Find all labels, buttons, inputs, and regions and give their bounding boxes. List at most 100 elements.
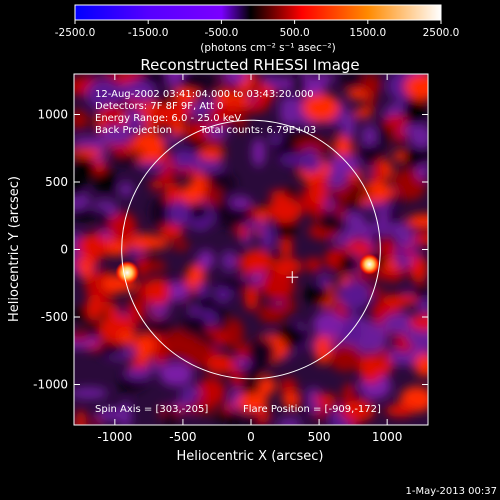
image-pixel-blob <box>206 354 236 374</box>
image-pixel-blob <box>353 108 373 118</box>
image-pixel-blob <box>302 93 340 122</box>
image-pixel-blob <box>74 109 89 130</box>
image-pixel-blob <box>79 257 93 280</box>
image-pixel-blob <box>318 273 331 289</box>
image-pixel-blob <box>258 407 270 424</box>
image-pixel-blob <box>155 102 192 123</box>
image-pixel-blob <box>203 137 226 147</box>
image-pixel-blob <box>77 233 110 260</box>
image-pixel-blob <box>145 278 171 306</box>
image-pixel-blob <box>170 121 185 137</box>
image-pixel-blob <box>170 88 201 101</box>
image-pixel-blob <box>318 211 340 227</box>
image-pixel-blob <box>198 148 225 160</box>
image-pixel-blob <box>74 137 105 147</box>
y-tick-label: -1000 <box>33 378 68 392</box>
image-pixel-blob <box>235 104 247 133</box>
annotation-time: 12-Aug-2002 03:41:04.000 to 03:43:20.000 <box>95 89 314 100</box>
x-axis-label: Heliocentric X (arcsec) <box>177 449 324 464</box>
bright-source <box>115 260 140 285</box>
image-pixel-blob <box>279 238 293 257</box>
image-pixel-blob <box>282 297 296 314</box>
image-pixel-blob <box>276 217 297 239</box>
image-pixel-blob <box>244 281 259 311</box>
image-pixel-blob <box>100 106 124 130</box>
image-pixel-blob <box>394 178 425 201</box>
image-pixel-blob <box>361 124 377 152</box>
image-pixel-blob <box>211 205 227 215</box>
image-pixel-blob <box>272 257 303 276</box>
image-pixel-blob <box>269 132 282 146</box>
image-pixel-blob <box>302 286 332 303</box>
image-pixel-blob <box>206 125 229 139</box>
image-pixel-blob <box>94 169 117 194</box>
y-tick-label: 0 <box>60 243 68 257</box>
x-tick-label: 0 <box>247 430 255 444</box>
image-pixel-blob <box>100 125 133 145</box>
image-pixel-blob <box>284 187 296 199</box>
spin-axis-cross <box>286 271 299 284</box>
image-pixel-blob <box>221 250 237 272</box>
image-pixel-blob <box>385 404 415 417</box>
y-tick-label: -500 <box>41 310 68 324</box>
image-pixel-blob <box>203 187 223 206</box>
image-pixel-blob <box>409 124 428 150</box>
image-pixel-blob <box>414 353 428 377</box>
annotation-energy: Energy Range: 6.0 - 25.0 keV <box>95 113 241 124</box>
image-pixel-blob <box>236 226 248 239</box>
image-pixel-blob <box>223 74 248 84</box>
x-axis: -1000 -500 0 500 1000 <box>97 74 402 444</box>
image-pixel-blob <box>383 114 408 130</box>
image-pixel-blob <box>403 146 428 168</box>
image-pixel-blob <box>241 249 273 273</box>
image-pixel-blob <box>74 387 108 399</box>
image-pixel-blob <box>278 154 313 165</box>
image-pixel-blob <box>158 154 176 185</box>
image-pixel-blob <box>108 211 137 244</box>
image-pixel-blob <box>278 325 307 348</box>
image-pixel-blob <box>406 214 428 228</box>
image-pixel-blob <box>339 253 359 274</box>
image-pixel-blob <box>338 280 372 311</box>
image-pixel-blob <box>197 249 215 270</box>
image-pixel-blob <box>146 260 166 272</box>
image-pixel-blob <box>362 202 396 212</box>
image-pixel-blob <box>153 348 168 365</box>
image-pixel-blob <box>280 377 297 394</box>
colorbar-gradient <box>74 4 442 21</box>
image-pixel-blob <box>252 138 265 167</box>
image-pixel-blob <box>350 320 362 344</box>
bright-source <box>358 253 381 275</box>
image-pixel-blob <box>404 74 428 101</box>
image-pixel-blob <box>196 377 226 407</box>
image-pixel-blob <box>74 209 96 221</box>
image-pixel-blob <box>182 386 197 406</box>
image-pixel-blob <box>370 221 391 230</box>
bright-sources <box>115 253 381 285</box>
image-pixel-blob <box>74 157 96 182</box>
annotation-detectors: Detectors: 7F 8F 9F, Att 0 <box>95 101 223 112</box>
image-pixel-blob <box>340 400 375 422</box>
flare-position-label: Flare Position = [-909,-172] <box>243 404 381 415</box>
colorbar-tick-label: -2500.0 <box>55 27 96 39</box>
image-pixel-blob <box>74 331 91 342</box>
image-area <box>74 74 428 425</box>
colorbar-tick-label: 500.0 <box>280 27 310 39</box>
image-pixel-blob <box>260 225 275 251</box>
image-pixel-blob <box>341 112 357 140</box>
image-pixel-blob <box>365 94 376 111</box>
image-pixel-blob <box>121 86 156 98</box>
image-pixel-blob <box>176 167 199 176</box>
image-pixel-blob <box>119 181 133 198</box>
image-pixel-blob <box>385 195 406 206</box>
colorbar-tick-label: 1500.0 <box>349 27 386 39</box>
image-pixel-blob <box>179 74 217 92</box>
image-pixel-blob <box>359 354 383 384</box>
image-pixel-blob <box>181 404 215 415</box>
colorbar: -2500.0 -1500.0 -500.0 500.0 1500.0 2500.0 (p… <box>55 4 459 54</box>
chart-title: Reconstructed RHESSI Image <box>140 56 359 74</box>
image-pixel-blob <box>258 304 286 323</box>
image-pixel-blob <box>410 255 428 284</box>
image-pixel-blob <box>395 242 406 270</box>
image-pixel-blob <box>180 314 209 336</box>
